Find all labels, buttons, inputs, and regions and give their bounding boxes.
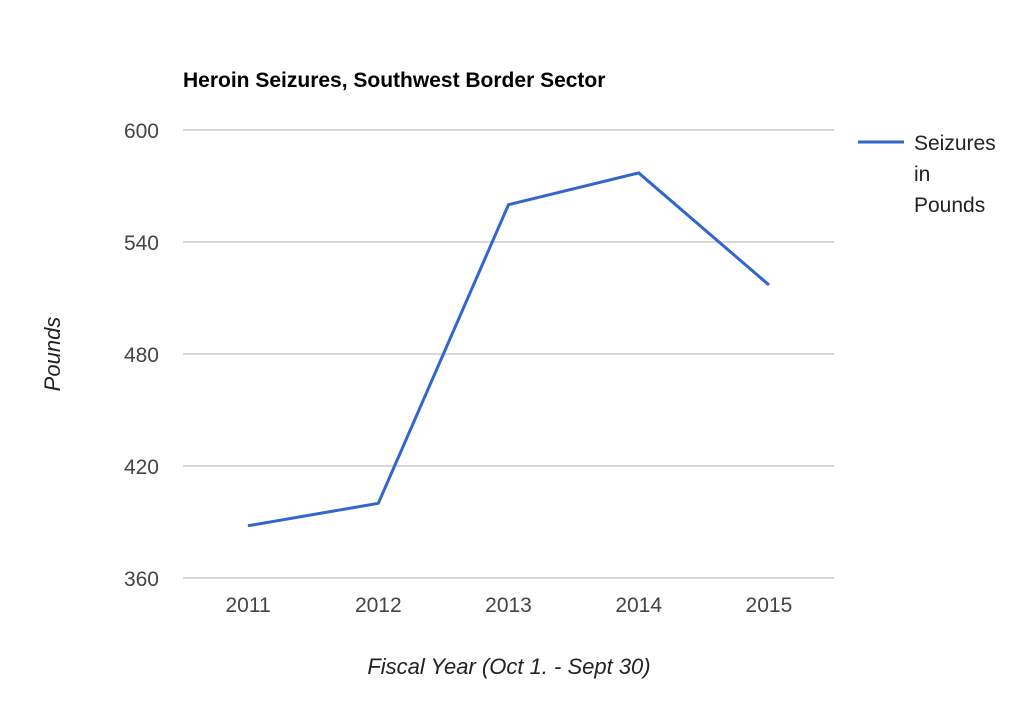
data-point-0-3 [638,172,640,174]
gridlines [183,129,834,579]
series-lines [247,171,770,528]
x-axis-title: Fiscal Year (Oct 1. - Sept 30) [367,654,650,679]
y-tick-label-0: 360 [124,568,159,591]
data-point-0-1 [377,502,379,504]
y-tick-label-1: 420 [124,456,159,479]
y-tick-label-3: 540 [124,232,159,255]
legend-label-0: Seizures in Pounds [914,132,996,217]
chart-title: Heroin Seizures, Southwest Border Sector [183,69,605,92]
y-axis-title: Pounds [40,317,65,392]
data-point-0-2 [508,204,509,206]
x-axis-tick-labels: 2011 2012 2013 2014 2015 [226,594,793,617]
x-tick-label-3: 2014 [615,594,662,617]
series-line-0 [247,171,770,528]
x-tick-label-4: 2015 [746,594,793,617]
x-tick-label-0: 2011 [226,594,271,617]
data-point-0-0 [247,525,249,527]
y-axis-tick-labels: 360 420 480 540 600 [124,120,159,591]
y-tick-label-4: 600 [124,120,159,143]
y-tick-label-2: 480 [124,344,159,367]
x-tick-label-2: 2013 [485,594,532,617]
legend: Seizures in Pounds [858,132,996,217]
x-tick-label-1: 2012 [355,594,402,617]
data-point-0-4 [768,284,770,286]
